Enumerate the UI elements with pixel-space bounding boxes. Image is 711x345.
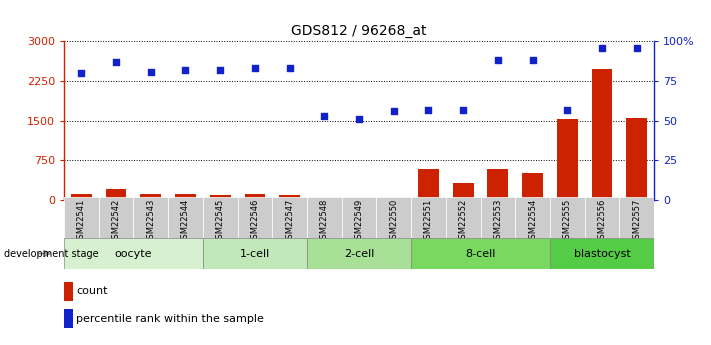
Bar [203, 238, 307, 269]
Bar [383, 198, 404, 200]
Text: GSM22552: GSM22552 [459, 199, 468, 244]
Text: development stage: development stage [4, 249, 98, 258]
Bar [481, 197, 515, 241]
Text: oocyte: oocyte [114, 249, 152, 258]
Bar [106, 189, 127, 200]
Text: 2-cell: 2-cell [344, 249, 374, 258]
Text: GSM22542: GSM22542 [112, 199, 121, 244]
Bar [237, 197, 272, 241]
Bar [550, 238, 654, 269]
Text: GSM22556: GSM22556 [597, 199, 606, 244]
Point [631, 45, 643, 50]
Bar [64, 238, 203, 269]
Text: GSM22555: GSM22555 [563, 199, 572, 244]
Bar [71, 194, 92, 200]
Text: GSM22557: GSM22557 [632, 199, 641, 244]
Bar [342, 197, 376, 241]
Text: GSM22545: GSM22545 [215, 199, 225, 244]
Text: GSM22541: GSM22541 [77, 199, 86, 244]
Point [353, 116, 365, 122]
Bar [134, 197, 168, 241]
Text: blastocyst: blastocyst [574, 249, 631, 258]
Bar [488, 169, 508, 200]
Bar [168, 197, 203, 241]
Point [215, 67, 226, 73]
Text: 8-cell: 8-cell [466, 249, 496, 258]
Point [527, 58, 538, 63]
Bar [203, 197, 237, 241]
Text: GSM22543: GSM22543 [146, 199, 155, 244]
Bar [411, 197, 446, 241]
Bar [411, 238, 550, 269]
Point [597, 45, 608, 50]
Point [75, 70, 87, 76]
Point [319, 113, 330, 119]
Bar [557, 119, 578, 200]
Bar [592, 69, 612, 200]
Bar [64, 282, 73, 301]
Bar [245, 194, 265, 200]
Text: GSM22550: GSM22550 [389, 199, 398, 244]
Bar [453, 183, 474, 200]
Bar [307, 197, 342, 241]
Bar [522, 172, 543, 200]
Text: GSM22554: GSM22554 [528, 199, 537, 244]
Point [284, 66, 295, 71]
Point [388, 108, 400, 114]
Bar [619, 197, 654, 241]
Bar [348, 199, 370, 200]
Point [457, 107, 469, 112]
Text: GSM22544: GSM22544 [181, 199, 190, 244]
Bar [272, 197, 307, 241]
Text: GSM22551: GSM22551 [424, 199, 433, 244]
Bar [64, 309, 73, 328]
Bar [584, 197, 619, 241]
Bar [99, 197, 134, 241]
Text: GSM22546: GSM22546 [250, 199, 260, 244]
Bar [550, 197, 584, 241]
Bar [418, 169, 439, 200]
Bar [515, 197, 550, 241]
Bar [376, 197, 411, 241]
Bar [279, 195, 300, 200]
Point [250, 66, 261, 71]
Bar [626, 118, 647, 200]
Bar [446, 197, 481, 241]
Point [492, 58, 503, 63]
Text: 1-cell: 1-cell [240, 249, 270, 258]
Bar [140, 194, 161, 200]
Point [110, 59, 122, 65]
Text: percentile rank within the sample: percentile rank within the sample [76, 314, 264, 324]
Point [180, 67, 191, 73]
Text: GSM22548: GSM22548 [320, 199, 329, 244]
Bar [64, 197, 99, 241]
Bar [175, 194, 196, 200]
Point [423, 107, 434, 112]
Text: GSM22547: GSM22547 [285, 199, 294, 244]
Point [562, 107, 573, 112]
Bar [307, 238, 411, 269]
Text: GSM22549: GSM22549 [355, 199, 363, 244]
Point [145, 69, 156, 74]
Title: GDS812 / 96268_at: GDS812 / 96268_at [292, 23, 427, 38]
Text: GSM22553: GSM22553 [493, 199, 503, 244]
Bar [314, 198, 335, 200]
Bar [210, 195, 230, 200]
Text: count: count [76, 286, 108, 296]
